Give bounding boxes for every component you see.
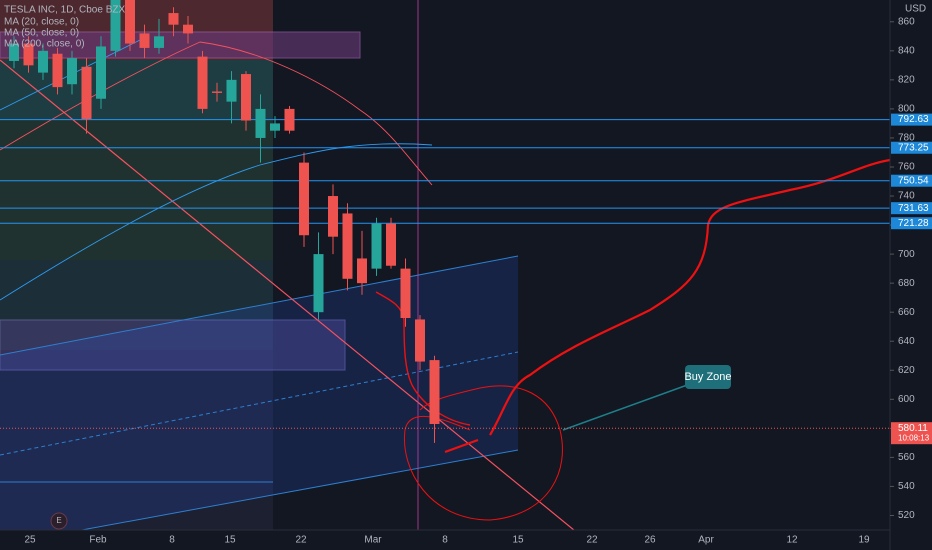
y-tick-label: 780 <box>898 133 915 144</box>
candle-body <box>328 196 338 237</box>
candle-body <box>226 79 237 102</box>
candle-body <box>96 46 106 99</box>
countdown: 10:08:13 <box>898 433 930 442</box>
candle-body <box>23 43 34 66</box>
candle-body <box>110 0 121 51</box>
candle-body <box>429 360 440 424</box>
candle-body <box>52 53 63 88</box>
x-tick-label: 8 <box>442 535 448 546</box>
last-price-tag <box>891 422 932 445</box>
x-tick-label: 19 <box>858 535 870 546</box>
candle-body <box>386 223 396 266</box>
candle-body <box>342 213 353 279</box>
y-tick-label: 820 <box>898 75 915 86</box>
candle-body <box>415 319 425 362</box>
chart-title: TESLA INC, 1D, Cboe BZX <box>4 5 125 16</box>
legend-entry: MA (50, close, 0) <box>4 28 79 39</box>
candle-body <box>270 123 280 131</box>
level-tag <box>891 202 932 215</box>
y-tick-label: 760 <box>898 162 915 173</box>
candle-body <box>241 74 251 121</box>
y-tick-label: 700 <box>898 249 915 260</box>
candle-body <box>197 56 208 109</box>
legend-entry: MA (200, close, 0) <box>4 39 85 50</box>
currency: USD <box>905 4 926 15</box>
candle-body <box>183 24 193 34</box>
level-tag <box>891 113 932 126</box>
x-tick-label: Mar <box>364 535 382 546</box>
x-tick-label: Feb <box>89 535 107 546</box>
legend-entry: MA (20, close, 0) <box>4 17 79 28</box>
x-tick-label: Apr <box>698 535 714 546</box>
candle-body <box>400 268 411 318</box>
x-tick-label: 26 <box>644 535 656 546</box>
y-tick-label: 640 <box>898 336 915 347</box>
candle-body <box>125 0 135 44</box>
candle-body <box>168 13 179 25</box>
y-tick-label: 660 <box>898 307 915 318</box>
candle-body <box>299 162 309 236</box>
event-icon-label: E <box>56 516 61 525</box>
level-tag <box>891 174 932 187</box>
y-tick-label: 800 <box>898 104 915 115</box>
annotation: Buy Zone <box>684 371 731 383</box>
level-label: 792.63 <box>898 114 929 125</box>
candle-body <box>139 33 150 48</box>
level-tag <box>891 141 932 154</box>
y-tick-label: 680 <box>898 278 915 289</box>
y-tick-label: 740 <box>898 191 915 202</box>
y-tick-label: 600 <box>898 394 915 405</box>
level-label: 731.63 <box>898 203 929 214</box>
x-tick-label: 15 <box>224 535 236 546</box>
candle-body <box>357 258 367 284</box>
candle-body <box>154 36 164 48</box>
y-tick-label: 840 <box>898 45 915 56</box>
x-tick-label: 22 <box>295 535 307 546</box>
candle-body <box>284 108 295 131</box>
y-tick-label: 560 <box>898 452 915 463</box>
candle-body <box>81 66 92 120</box>
x-tick-label: 12 <box>786 535 798 546</box>
annotation-box <box>685 365 731 389</box>
candle-body <box>255 108 266 138</box>
candle-body <box>9 43 19 61</box>
candle-body <box>371 223 382 269</box>
event-icon <box>50 512 68 530</box>
level-label: 773.25 <box>898 142 929 153</box>
plot <box>0 0 890 443</box>
y-tick-label: 860 <box>898 16 915 27</box>
candle-body <box>67 58 77 85</box>
level-label: 750.54 <box>898 175 929 186</box>
x-tick-label: 22 <box>586 535 598 546</box>
candle-body <box>212 91 222 93</box>
x-tick-label: 25 <box>24 535 36 546</box>
x-tick-label: 15 <box>512 535 524 546</box>
y-tick-label: 540 <box>898 481 915 492</box>
y-tick-label: 520 <box>898 510 915 521</box>
candle-body <box>313 254 324 313</box>
level-label: 721.28 <box>898 218 929 229</box>
last-price-label: 580.11 <box>898 423 928 434</box>
x-tick-label: 8 <box>169 535 175 546</box>
level-tag <box>891 217 932 230</box>
candle-body <box>38 50 48 73</box>
y-tick-label: 620 <box>898 365 915 376</box>
